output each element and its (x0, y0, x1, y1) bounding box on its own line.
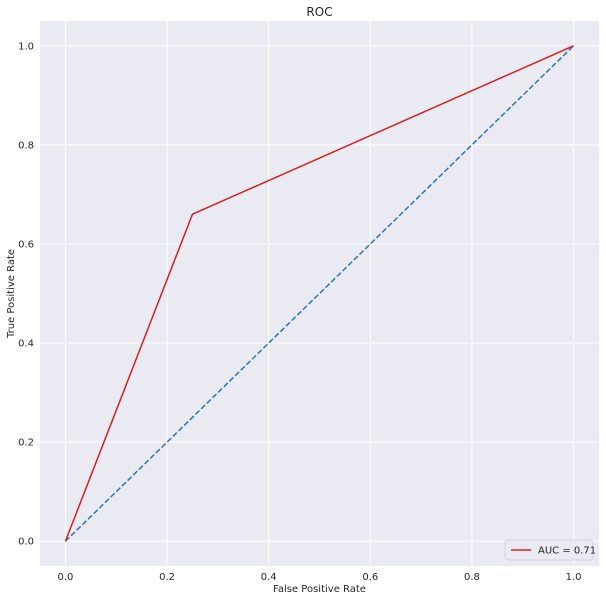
x-tick-label: 0.0 (57, 572, 73, 583)
y-tick-label: 0.8 (18, 140, 34, 151)
legend-label: AUC = 0.71 (538, 546, 596, 557)
y-axis-label: True Positive Rate (6, 249, 17, 339)
x-tick-label: 0.6 (362, 572, 378, 583)
plot-area (40, 21, 599, 566)
x-tick-label: 0.8 (464, 572, 480, 583)
x-axis-label: False Positive Rate (273, 584, 366, 595)
legend: AUC = 0.71 (504, 539, 596, 561)
y-tick-label: 0.2 (18, 438, 34, 449)
roc-curve-line (64, 45, 574, 542)
x-tick-label: 0.4 (261, 572, 277, 583)
y-tick-label: 1.0 (18, 41, 34, 52)
x-tick-label: 1.0 (566, 572, 582, 583)
y-tick-label: 0.4 (18, 339, 34, 350)
legend-box (504, 539, 594, 561)
series-lines (64, 45, 575, 542)
x-tick-label: 0.2 (159, 572, 175, 583)
chart-title: ROC (306, 5, 332, 19)
y-tick-label: 0.0 (18, 537, 34, 548)
y-tick-label: 0.6 (18, 239, 34, 250)
tick-labels: 0.0 0.2 0.4 0.6 0.8 1.0 0.0 0.2 0.4 0.6 0.8 1.0 (18, 41, 581, 583)
